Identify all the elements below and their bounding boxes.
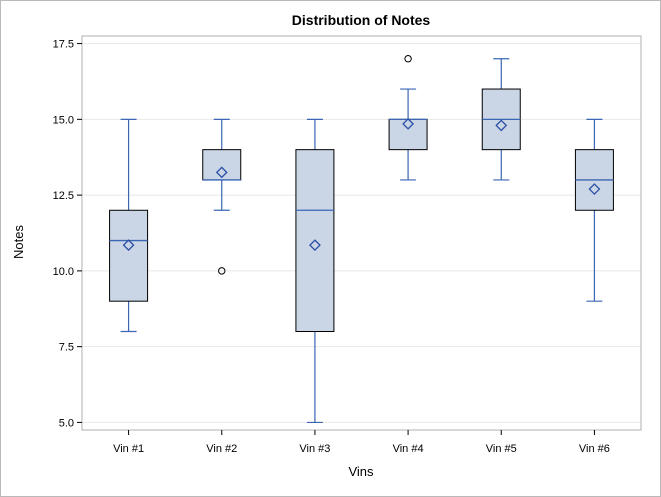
mean-marker: [402, 117, 415, 130]
x-tick-label: Vin #6: [579, 443, 610, 455]
box-5: [481, 58, 521, 181]
y-tick-label: 10.0: [53, 266, 74, 278]
x-tick-label: Vin #2: [206, 443, 237, 455]
box-6: [574, 118, 614, 302]
mean-marker: [495, 119, 508, 132]
y-tick-label: 17.5: [53, 39, 74, 51]
box-rect: [202, 149, 242, 181]
y-axis-label: Notes: [11, 225, 26, 259]
x-tick-label: Vin #5: [486, 443, 517, 455]
mean-marker: [122, 239, 135, 252]
mean-marker: [215, 166, 228, 179]
axes-layer: 5.0 7.5 10.0 12.5 15.0 17.5 Vin #1 Vin #2 Vin #3…: [53, 35, 642, 455]
y-tick-label: 15.0: [53, 114, 74, 126]
x-tick-label: Vin #3: [299, 443, 330, 455]
box-2: [202, 118, 242, 275]
grid-lines: [82, 43, 641, 423]
box-1: [109, 118, 149, 333]
y-tick-label: 5.0: [59, 417, 74, 429]
outlier-point: [404, 55, 412, 63]
x-tick-label: Vin #1: [113, 443, 144, 455]
y-tick-label: 7.5: [59, 342, 74, 354]
boxes-layer: [109, 55, 614, 424]
x-axis-label: Vins: [348, 464, 374, 479]
box-rect: [388, 118, 428, 151]
plot-border: [81, 35, 642, 431]
mean-marker: [588, 183, 601, 195]
box-3: [295, 118, 335, 424]
outlier-point: [218, 267, 226, 275]
chart-title: Distribution of Notes: [292, 12, 431, 28]
box-4: [388, 55, 428, 181]
y-tick-label: 12.5: [53, 190, 74, 202]
mean-marker: [308, 239, 321, 252]
x-tick-label: Vin #4: [393, 443, 424, 455]
box-rect: [109, 209, 149, 302]
